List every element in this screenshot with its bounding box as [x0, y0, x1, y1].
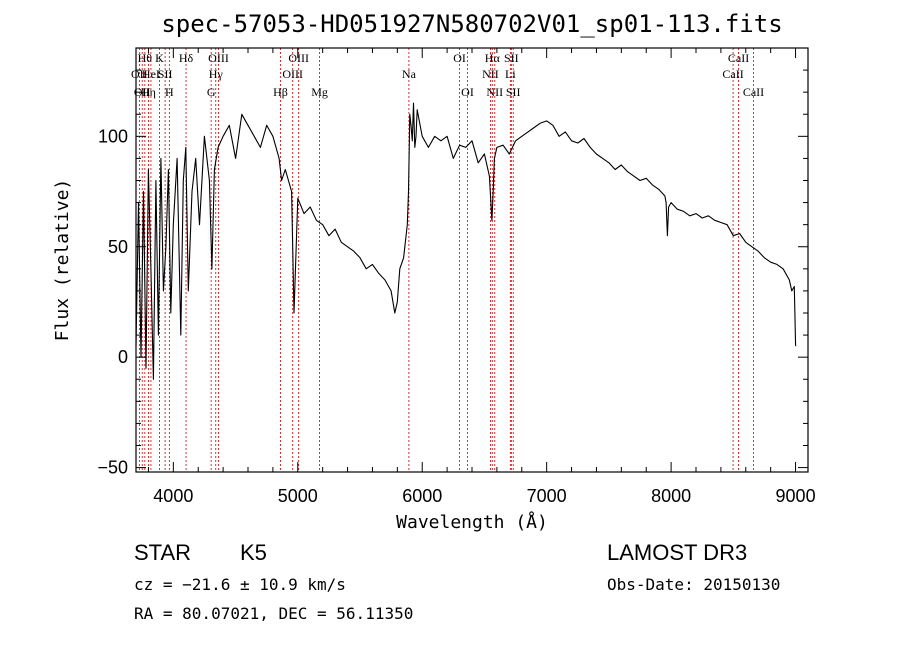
x-tick-label-4: 8000: [651, 486, 691, 506]
emission-label-15: Mg: [311, 85, 328, 99]
x-tick-label-1: 5000: [278, 486, 318, 506]
x-axis-label: Wavelength (Å): [396, 511, 548, 533]
emission-label-19: NII: [482, 67, 499, 81]
object-class: STAR: [134, 540, 191, 565]
y-tick-label-3: 100: [98, 126, 128, 146]
emission-label-3: Hη: [141, 85, 156, 99]
emission-label-25: CaII: [722, 67, 743, 81]
emission-label-26: CaII: [728, 51, 749, 65]
redshift-text: cz = −21.6 ± 10.9 km/s: [134, 575, 346, 594]
y-tick-label-1: 0: [118, 347, 128, 367]
emission-label-24: SII: [506, 85, 521, 99]
emission-label-20: Hα: [485, 51, 501, 65]
emission-line-labels: OII OII Hθ Hη HeI K SII H Hδ G Hγ OIII Hβ OIII OIII Mg N…: [131, 51, 764, 99]
spectrum-series: [135, 102, 797, 380]
obs-date-text: Obs-Date: 20150130: [607, 575, 780, 594]
emission-label-0: OII: [131, 67, 148, 81]
emission-label-9: G: [207, 85, 216, 99]
y-axis-ticks: −50 0 50 100: [97, 69, 808, 478]
coordinates-text: RA = 80.07021, DEC = 56.11350: [134, 604, 413, 623]
emission-label-12: Hβ: [273, 85, 288, 99]
emission-label-7: H: [165, 85, 174, 99]
emission-label-2: Hθ: [138, 51, 153, 65]
emission-label-4: HeI: [142, 67, 160, 81]
emission-label-23: SII: [504, 51, 519, 65]
plot-frame: [135, 47, 809, 473]
chart-title: spec-57053-HD051927N580702V01_sp01-113.f…: [161, 10, 782, 38]
emission-line-markers: [138, 48, 754, 472]
x-tick-label-3: 7000: [527, 486, 567, 506]
emission-label-18: OI: [461, 85, 474, 99]
y-axis-label: Flux (relative): [52, 179, 73, 342]
x-tick-label-0: 4000: [153, 486, 193, 506]
emission-label-13: OIII: [282, 67, 303, 81]
y-tick-label-0: −50: [97, 458, 128, 478]
object-subclass: K5: [240, 540, 267, 565]
emission-label-17: OI: [453, 51, 466, 65]
x-tick-label-2: 6000: [402, 486, 442, 506]
emission-label-10: Hγ: [209, 67, 224, 81]
emission-label-11: OIII: [208, 51, 229, 65]
emission-label-14: OIII: [288, 51, 309, 65]
x-axis-ticks: 4000 5000 6000 7000 8000 9000: [147, 48, 816, 506]
emission-label-22: Li: [505, 67, 516, 81]
emission-label-8: Hδ: [179, 51, 194, 65]
emission-label-21: NII: [486, 85, 503, 99]
emission-label-5: K: [155, 51, 164, 65]
survey-name: LAMOST DR3: [607, 540, 747, 565]
emission-label-27: CaII: [743, 85, 764, 99]
emission-label-6: SII: [158, 67, 173, 81]
emission-label-1: OII: [134, 85, 151, 99]
emission-label-16: Na: [402, 67, 417, 81]
y-tick-label-2: 50: [108, 237, 128, 257]
x-tick-label-5: 9000: [776, 486, 816, 506]
spectrum-line-0: [135, 102, 797, 380]
